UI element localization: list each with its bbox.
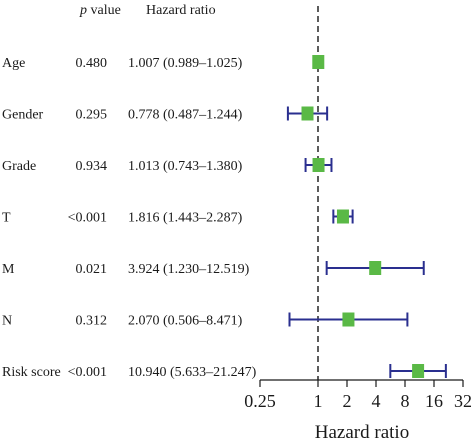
hazard-ratio-box: [412, 364, 425, 378]
hazard-ratio-box: [369, 261, 382, 275]
forest-row: N 0.312 2.070 (0.506–8.471): [2, 312, 409, 329]
forest-row: Risk score <0.001 10.940 (5.633–21.247): [2, 364, 447, 380]
forest-row: Grade 0.934 1.013 (0.743–1.380): [2, 158, 333, 174]
row-label: M: [2, 262, 15, 277]
x-axis: 0.25 1 2 4 8 16 32: [244, 379, 472, 411]
row-label: Risk score: [2, 365, 61, 380]
x-tick-label: 32: [454, 391, 472, 411]
forest-row: M 0.021 3.924 (1.230–12.519): [2, 261, 425, 277]
hazard-ratio-box: [312, 158, 325, 172]
hazard-ratio-box: [301, 106, 314, 121]
hazard-ratio-box: [336, 209, 349, 224]
row-label: Grade: [2, 159, 36, 174]
hazard-ratio-box: [342, 312, 355, 327]
row-p-value: 0.480: [76, 56, 108, 71]
forest-row: Age 0.480 1.007 (0.989–1.025): [2, 55, 325, 71]
row-hazard-ratio-text: 1.816 (1.443–2.287): [128, 211, 243, 226]
row-hazard-ratio-text: 3.924 (1.230–12.519): [128, 262, 250, 277]
x-tick-label: 8: [401, 391, 410, 411]
row-label: N: [2, 314, 12, 329]
row-hazard-ratio-text: 2.070 (0.506–8.471): [128, 314, 243, 329]
p-value-header: p value: [79, 3, 121, 18]
row-hazard-ratio-text: 10.940 (5.633–21.247): [128, 365, 257, 380]
x-tick-label: 0.25: [244, 391, 276, 411]
hazard-ratio-box: [312, 55, 325, 69]
forest-row: Gender 0.295 0.778 (0.487–1.244): [2, 106, 329, 123]
x-axis-title: Hazard ratio: [315, 422, 409, 443]
x-tick-label: 1: [314, 391, 323, 411]
row-hazard-ratio-text: 0.778 (0.487–1.244): [128, 108, 243, 123]
x-tick-label: 2: [343, 391, 352, 411]
row-p-value: 0.934: [76, 159, 108, 174]
row-p-value: <0.001: [68, 365, 107, 380]
row-label: Gender: [2, 108, 44, 123]
x-tick-label: 16: [425, 391, 443, 411]
hazard-ratio-header: Hazard ratio: [146, 3, 216, 18]
row-p-value: <0.001: [68, 211, 107, 226]
forest-rows: Age 0.480 1.007 (0.989–1.025) Gender 0.295 0.…: [2, 55, 447, 380]
x-tick-label: 4: [372, 391, 381, 411]
row-p-value: 0.312: [76, 314, 108, 329]
column-headers: p value Hazard ratio: [79, 3, 216, 18]
row-label: T: [2, 211, 11, 226]
row-label: Age: [2, 56, 25, 71]
p-value-header-rest: value: [87, 3, 121, 18]
row-p-value: 0.295: [76, 108, 108, 123]
row-hazard-ratio-text: 1.007 (0.989–1.025): [128, 56, 243, 71]
row-hazard-ratio-text: 1.013 (0.743–1.380): [128, 159, 243, 174]
forest-row: T <0.001 1.816 (1.443–2.287): [2, 209, 354, 226]
row-p-value: 0.021: [76, 262, 108, 277]
p-value-header-italic: p: [79, 3, 87, 18]
